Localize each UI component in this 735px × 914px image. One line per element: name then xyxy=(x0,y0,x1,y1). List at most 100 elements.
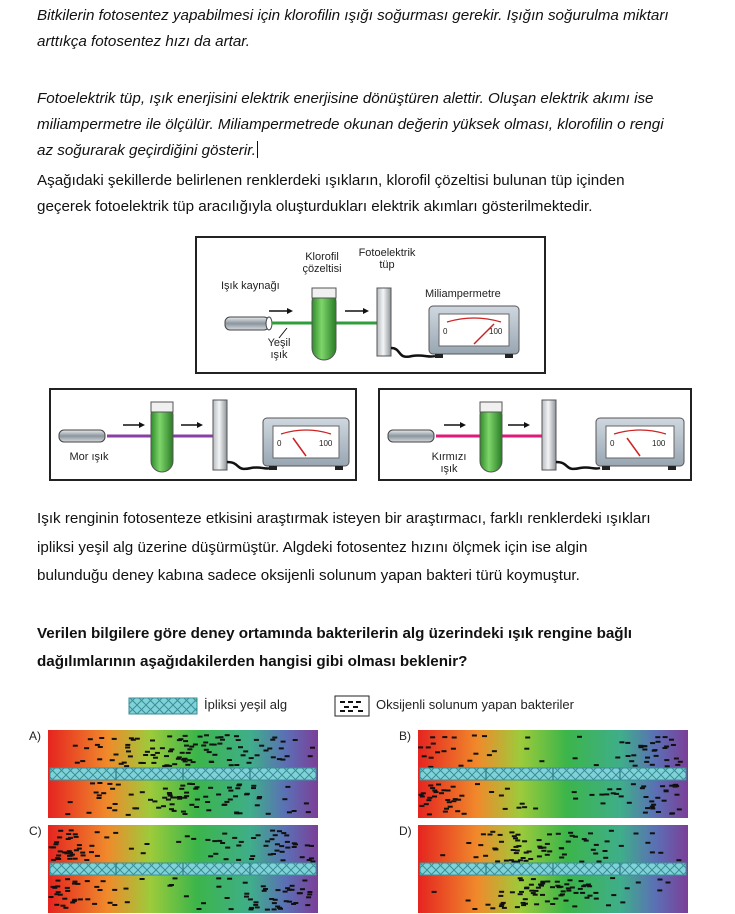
option-d-label[interactable]: D) xyxy=(399,824,412,838)
bacterium-mark xyxy=(587,894,593,897)
bacterium-mark xyxy=(205,838,211,841)
bacterium-mark xyxy=(517,893,523,896)
option-b-strip[interactable] xyxy=(418,730,688,818)
bacterium-mark xyxy=(283,900,289,903)
bacterium-mark xyxy=(632,764,638,767)
bacterium-mark xyxy=(596,860,602,863)
bacterium-mark xyxy=(521,904,527,907)
bacterium-mark xyxy=(206,751,212,754)
bacterium-mark xyxy=(544,842,550,845)
bacterium-mark xyxy=(495,860,501,863)
bacterium-mark xyxy=(90,782,95,785)
bacterium-mark xyxy=(285,887,291,890)
bacterium-mark xyxy=(432,789,438,792)
bacterium-mark xyxy=(235,787,241,790)
bacterium-mark xyxy=(99,737,105,739)
bacterium-mark xyxy=(67,857,73,860)
svg-text:0: 0 xyxy=(443,327,448,336)
bacterium-mark xyxy=(65,838,71,840)
bacterium-mark xyxy=(503,859,509,862)
bacterium-mark xyxy=(94,743,100,746)
bacterium-mark xyxy=(220,842,226,844)
bacterium-mark xyxy=(563,899,569,902)
bacterium-mark xyxy=(274,849,280,852)
bacterium-mark xyxy=(165,798,171,801)
bacterium-mark xyxy=(289,884,295,887)
option-d-strip[interactable] xyxy=(418,825,688,913)
bacterium-mark xyxy=(578,880,584,883)
bacterium-mark xyxy=(280,740,286,743)
bacterium-mark xyxy=(541,849,547,852)
bacterium-mark xyxy=(55,891,61,894)
bacterium-mark xyxy=(504,787,510,790)
bacterium-mark xyxy=(483,854,489,857)
option-b-label[interactable]: B) xyxy=(399,729,411,743)
bacterium-mark xyxy=(65,889,71,892)
bacterium-mark xyxy=(655,740,661,743)
bacterium-mark xyxy=(642,811,648,814)
svg-text:100: 100 xyxy=(652,439,666,448)
bacterium-mark xyxy=(508,859,514,862)
phototube-label: Fotoelektrik tüp xyxy=(358,247,416,271)
bacterium-mark xyxy=(651,803,657,806)
option-c-strip[interactable] xyxy=(48,825,318,913)
bacterium-mark xyxy=(72,882,77,885)
bacterium-mark xyxy=(171,809,177,812)
arrow-icon xyxy=(287,308,293,314)
bacterium-mark xyxy=(248,908,254,911)
bacterium-mark xyxy=(72,898,78,901)
bacterium-mark xyxy=(274,843,280,846)
bacterium-mark xyxy=(69,853,75,856)
bacterium-mark xyxy=(573,835,578,838)
bacterium-mark xyxy=(569,886,575,889)
bacterium-mark xyxy=(624,887,630,890)
option-a-label[interactable]: A) xyxy=(29,729,41,743)
bacterium-mark xyxy=(673,757,679,760)
bacterium-mark xyxy=(126,750,131,753)
bacterium-mark xyxy=(593,843,599,846)
bacterium-mark xyxy=(184,795,190,798)
bacterium-mark xyxy=(665,881,671,884)
bacterium-mark xyxy=(540,880,546,883)
bacterium-mark xyxy=(272,898,278,901)
bacterium-mark xyxy=(269,898,275,900)
bacterium-mark xyxy=(228,908,234,911)
bacterium-mark xyxy=(162,765,168,768)
bacterium-mark xyxy=(631,754,637,757)
wire xyxy=(390,346,436,359)
bacterium-mark xyxy=(579,860,585,863)
bacterium-mark xyxy=(450,785,456,788)
bacterium-mark xyxy=(270,756,276,759)
bacterium-mark xyxy=(655,811,661,813)
bacterium-mark xyxy=(138,761,144,764)
bacterium-mark xyxy=(212,840,218,843)
bacterium-mark xyxy=(89,851,94,854)
bacterium-mark xyxy=(530,892,536,895)
bacterium-mark xyxy=(630,783,636,786)
ammeter-label: Miliampermetre xyxy=(425,288,501,300)
bacterium-mark xyxy=(485,903,491,906)
bacterium-mark xyxy=(130,738,136,741)
bacterium-mark xyxy=(522,898,528,901)
bacterium-mark xyxy=(267,747,273,750)
bacterium-mark xyxy=(94,885,100,888)
bacterium-mark xyxy=(661,799,667,802)
option-a-strip[interactable] xyxy=(48,730,318,818)
bacterium-mark xyxy=(662,736,668,739)
bacterium-mark xyxy=(242,881,248,884)
option-c-label[interactable]: C) xyxy=(29,824,42,838)
bacterium-mark xyxy=(428,765,434,768)
bacterium-mark xyxy=(520,901,526,904)
bacterium-mark xyxy=(566,889,572,892)
bacterium-mark xyxy=(600,802,606,805)
bacterium-mark xyxy=(516,806,522,809)
bacterium-mark xyxy=(428,756,434,759)
bacterium-mark xyxy=(280,758,286,761)
chlorophyll-tube-icon xyxy=(479,403,503,473)
bacterium-mark xyxy=(545,880,551,883)
bacterium-mark xyxy=(150,754,156,756)
bacterium-mark xyxy=(536,839,542,842)
bacterium-mark xyxy=(520,857,526,859)
bacterium-mark xyxy=(48,846,54,849)
bacterium-mark xyxy=(162,796,168,799)
